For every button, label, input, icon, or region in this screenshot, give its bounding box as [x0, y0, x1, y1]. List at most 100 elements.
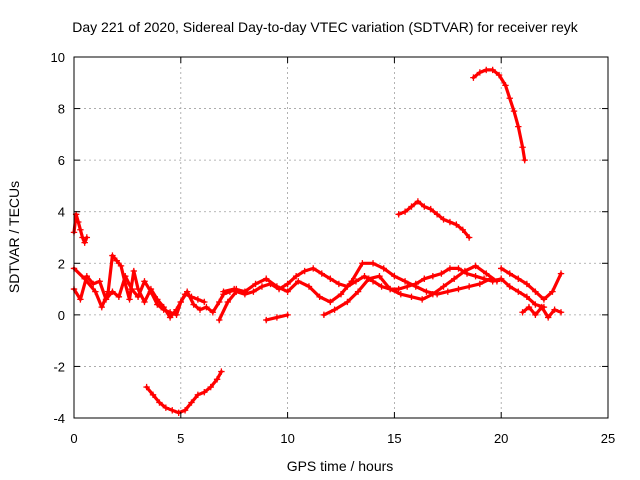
data-point [459, 226, 466, 233]
data-point [337, 291, 345, 298]
data-point [380, 265, 387, 272]
y-tick-label: -2 [53, 359, 65, 374]
data-point [408, 203, 415, 210]
data-point [109, 252, 116, 259]
data-point [532, 301, 539, 308]
data-point [273, 283, 281, 290]
x-tick-label: 15 [387, 431, 401, 446]
x-tick-label: 20 [494, 431, 508, 446]
data-point [414, 198, 422, 205]
data-point [292, 272, 300, 280]
data-point [378, 283, 385, 290]
data-point [130, 267, 138, 275]
data-point [521, 156, 528, 164]
data-point [273, 314, 281, 321]
data-point [557, 309, 565, 316]
data-point [540, 296, 548, 303]
data-point [156, 399, 163, 406]
data-point [483, 66, 490, 74]
data-point [376, 272, 383, 280]
data-point [320, 311, 328, 319]
data-point [98, 303, 105, 311]
data-point [395, 211, 402, 218]
data-point [77, 296, 84, 303]
data-point [401, 278, 409, 285]
data-point [506, 95, 513, 102]
data-point [335, 280, 343, 288]
data-point [177, 298, 184, 306]
data-point [310, 265, 317, 272]
x-tick-label: 25 [601, 431, 615, 446]
data-point [401, 208, 409, 215]
data-point [194, 296, 202, 303]
data-point [429, 291, 437, 298]
data-point [149, 391, 157, 398]
data-point [472, 272, 479, 280]
data-point [209, 309, 217, 316]
data-point [190, 301, 197, 308]
data-point [263, 275, 270, 282]
data-point [181, 407, 189, 414]
data-point [549, 288, 556, 295]
data-point [493, 278, 501, 285]
data-point [476, 280, 484, 288]
data-point [446, 265, 454, 272]
data-point [166, 309, 174, 316]
data-point [365, 275, 372, 282]
data-point [263, 316, 270, 324]
data-point [154, 301, 161, 308]
data-point [451, 275, 458, 282]
data-point [305, 283, 313, 290]
data-point [397, 291, 405, 298]
data-point [218, 368, 225, 375]
series-arc-12 [143, 368, 225, 417]
data-point [83, 272, 91, 280]
data-point [143, 383, 150, 391]
data-point [519, 309, 526, 316]
data-point [284, 280, 291, 288]
data-point [408, 293, 415, 301]
data-point [498, 275, 505, 282]
data-point [188, 399, 195, 406]
data-point [429, 272, 437, 280]
data-point [181, 291, 189, 298]
data-point [141, 298, 148, 306]
data-point [207, 383, 214, 391]
data-point [241, 288, 249, 295]
data-point [359, 260, 366, 267]
data-point [361, 272, 368, 280]
data-point [231, 285, 238, 293]
data-point [440, 216, 447, 223]
data-point [160, 306, 167, 313]
data-point [551, 306, 558, 313]
data-point [502, 82, 509, 89]
data-point [498, 265, 505, 272]
data-point [453, 221, 460, 228]
data-point [83, 234, 91, 241]
y-tick-label: 2 [58, 256, 65, 271]
x-tick-label: 5 [177, 431, 184, 446]
data-point [557, 270, 565, 277]
series-arc-3 [70, 272, 208, 319]
series-arc-6 [263, 311, 291, 324]
data-point [470, 74, 477, 81]
data-point [134, 293, 142, 301]
data-point [506, 283, 513, 290]
series-line [397, 199, 471, 240]
data-point [216, 298, 223, 306]
data-point [147, 288, 155, 295]
data-point [252, 280, 259, 288]
data-point [301, 267, 308, 275]
data-point [344, 298, 351, 306]
x-axis-label: GPS time / hours [287, 458, 394, 474]
data-point [96, 278, 103, 285]
data-point [109, 288, 116, 295]
data-point [418, 296, 426, 303]
series-arc-10 [498, 265, 565, 303]
data-point [203, 303, 210, 311]
data-point [532, 288, 539, 295]
data-point [472, 262, 479, 270]
data-point [465, 234, 473, 241]
data-point [102, 296, 110, 303]
